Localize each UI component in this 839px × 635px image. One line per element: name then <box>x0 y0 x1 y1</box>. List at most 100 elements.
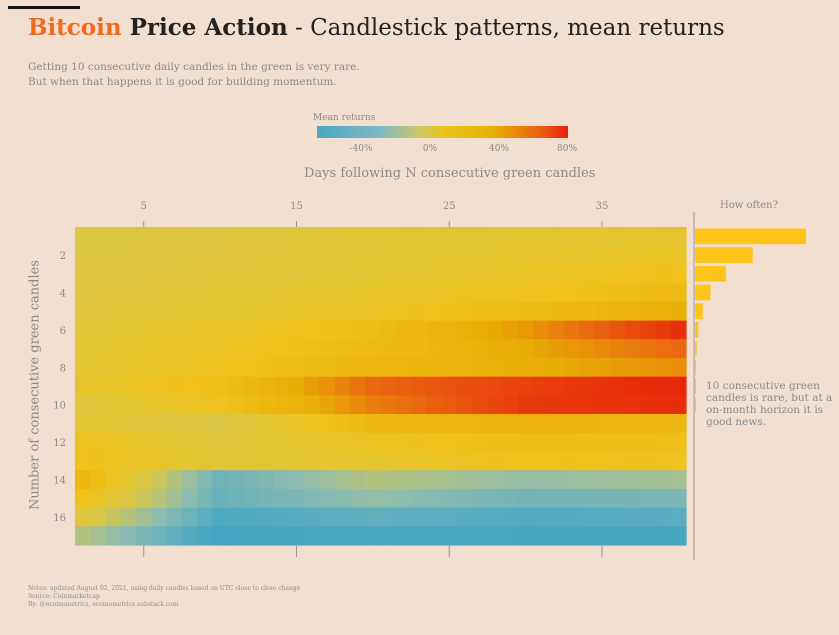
heatmap-cell <box>472 227 489 247</box>
heatmap-cell <box>624 264 641 284</box>
heatmap-cell <box>288 227 305 247</box>
heatmap-cell <box>548 395 565 415</box>
heatmap-cell <box>624 245 641 266</box>
heatmap-cell <box>487 470 504 490</box>
heatmap-cell <box>380 357 397 378</box>
heatmap-cell <box>609 488 626 509</box>
heatmap-cell <box>487 488 504 509</box>
heatmap-cell <box>120 395 137 415</box>
heatmap-cell <box>380 507 397 527</box>
heatmap-cell <box>273 357 290 378</box>
y-tick-label: 12 <box>53 438 66 449</box>
heatmap-cell <box>548 507 565 527</box>
heatmap-cell <box>319 301 336 322</box>
heatmap-cell <box>212 245 229 266</box>
heatmap-cell <box>411 301 427 322</box>
heatmap-cell <box>166 339 183 359</box>
heatmap-cell <box>441 507 458 527</box>
heatmap-cell <box>670 507 687 527</box>
heatmap-cell <box>151 227 168 247</box>
heatmap-cell <box>75 526 91 546</box>
heatmap-cell <box>487 414 504 434</box>
heatmap-cell <box>502 376 519 396</box>
chart-subtitle: Getting 10 consecutive daily candles in … <box>28 60 360 90</box>
heatmap-cell <box>90 451 107 471</box>
heatmap-cell <box>304 451 321 471</box>
heatmap-cell <box>136 507 152 527</box>
heatmap-cell <box>181 507 198 527</box>
heatmap-cell <box>319 507 336 527</box>
heatmap-cell <box>655 488 672 509</box>
heatmap-cell <box>349 264 366 284</box>
heatmap-cell <box>502 245 519 266</box>
heatmap-cell <box>456 339 473 359</box>
x-tick-label: 5 <box>141 201 147 212</box>
heatmap-cell <box>75 488 91 509</box>
heatmap-cell <box>670 357 687 378</box>
heatmap-cell <box>472 376 489 396</box>
heatmap-cell <box>105 376 122 396</box>
heatmap-cell <box>105 488 122 509</box>
heatmap-cell <box>548 245 565 266</box>
heatmap-cell <box>441 432 458 453</box>
heatmap-cell <box>533 264 550 284</box>
heatmap-cell <box>426 395 443 415</box>
heatmap-cell <box>227 301 244 322</box>
heatmap-cell <box>90 339 107 359</box>
heatmap-cell <box>670 376 687 396</box>
heatmap-cell <box>441 245 458 266</box>
heatmap-cell <box>334 264 351 284</box>
heatmap-cell <box>594 339 611 359</box>
heatmap-cell <box>395 488 412 509</box>
title-rest: - Candlestick patterns, mean returns <box>287 15 725 41</box>
how-often-label: How often? <box>720 200 778 211</box>
heatmap-cell <box>151 414 168 434</box>
heatmap-cell <box>151 507 168 527</box>
heatmap-cell <box>579 451 595 471</box>
heatmap-cell <box>609 395 626 415</box>
heatmap-cell <box>166 357 183 378</box>
heatmap-cell <box>288 320 305 340</box>
heatmap-cell <box>334 488 351 509</box>
heatmap-cell <box>365 357 382 378</box>
heatmap-cell <box>136 432 152 453</box>
heatmap-cell <box>136 320 152 340</box>
heatmap-cell <box>380 414 397 434</box>
heatmap-cell <box>640 264 657 284</box>
heatmap-cell <box>655 414 672 434</box>
heatmap-cell <box>227 507 244 527</box>
heatmap-cell <box>517 283 534 303</box>
heatmap-cell <box>624 376 641 396</box>
heatmap-cell <box>579 507 595 527</box>
heatmap-cell <box>243 339 259 359</box>
heatmap-cell <box>548 357 565 378</box>
heatmap-cell <box>624 357 641 378</box>
heatmap-cell <box>197 357 214 378</box>
heatmap-cell <box>426 488 443 509</box>
heatmap-cell <box>181 245 198 266</box>
heatmap-cell <box>212 395 229 415</box>
heatmap-cell <box>487 301 504 322</box>
heatmap-cell <box>563 414 580 434</box>
heatmap-cell <box>609 245 626 266</box>
heatmap-cell <box>349 395 366 415</box>
frequency-bar <box>695 265 727 282</box>
heatmap-cell <box>349 227 366 247</box>
heatmap-cell <box>334 320 351 340</box>
heatmap-cell <box>594 507 611 527</box>
heatmap-cell <box>624 470 641 490</box>
heatmap-cell <box>655 227 672 247</box>
heatmap-cell <box>655 470 672 490</box>
heatmap-cell <box>365 526 382 546</box>
heatmap-cell <box>502 470 519 490</box>
x-tick-label: 25 <box>443 201 456 212</box>
heatmap-cell <box>120 227 137 247</box>
heatmap-cell <box>151 488 168 509</box>
heatmap-cell <box>166 507 183 527</box>
heatmap-cell <box>502 283 519 303</box>
heatmap-cell <box>136 376 152 396</box>
heatmap-cell <box>640 376 657 396</box>
heatmap-cell <box>75 507 91 527</box>
heatmap-cell <box>319 283 336 303</box>
heatmap-cell <box>594 227 611 247</box>
